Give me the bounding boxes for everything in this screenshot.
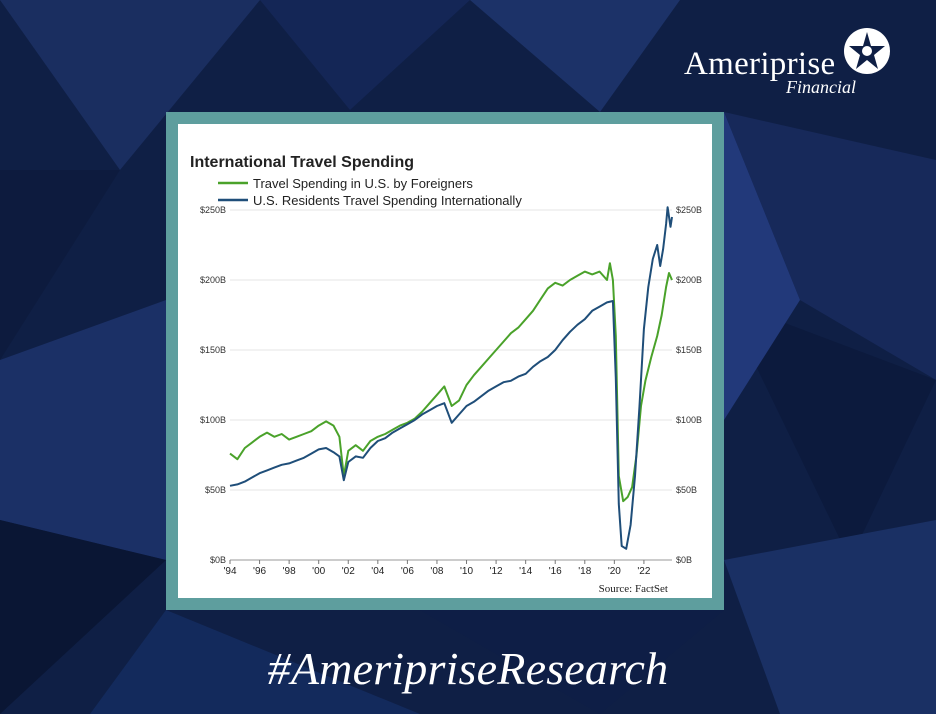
chart-frame: International Travel Spending Travel Spe…	[166, 112, 724, 610]
x-tick-label: '22	[637, 566, 650, 577]
y-tick-label-left: $100B	[200, 415, 226, 425]
brand-logo-block: Ameriprise Financial	[676, 24, 906, 104]
x-tick-label: '98	[283, 566, 296, 577]
brand-name: Ameriprise	[684, 46, 836, 82]
y-tick-label-right: $50B	[676, 485, 697, 495]
compass-star-icon	[844, 28, 890, 74]
y-axis-right: $0B $50B $100B $150B $200B $250B	[676, 205, 702, 565]
x-tick-label: '18	[578, 566, 591, 577]
y-tick-label-left: $250B	[200, 205, 226, 215]
x-tick-label: '06	[401, 566, 414, 577]
grid	[230, 209, 672, 561]
y-axis-left: $0B $50B $100B $150B $200B $250B	[200, 205, 226, 565]
y-tick-label-right: $100B	[676, 415, 702, 425]
x-tick-label: '12	[490, 566, 503, 577]
y-tick-label-left: $150B	[200, 345, 226, 355]
y-tick-label-left: $0B	[210, 555, 226, 565]
legend-label-residents: U.S. Residents Travel Spending Internati…	[253, 193, 522, 208]
y-tick-label-right: $200B	[676, 275, 702, 285]
x-tick-label: '16	[549, 566, 562, 577]
brand-subtitle: Financial	[786, 77, 856, 97]
series-layer	[229, 206, 673, 550]
x-axis: '94 '96 '98 '00 '02 '04 '06 '08 '10 '12 '14 '16 '18 '…	[223, 560, 651, 577]
chart-title: International Travel Spending	[190, 154, 414, 171]
series-line-residents	[229, 206, 673, 550]
series-line-foreigners	[229, 262, 673, 503]
x-tick-label: '94	[223, 566, 236, 577]
hashtag: #AmeripriseResearch	[267, 643, 669, 694]
x-tick-label: '04	[371, 566, 384, 577]
legend-label-foreigners: Travel Spending in U.S. by Foreigners	[253, 176, 473, 191]
x-tick-label: '10	[460, 566, 473, 577]
x-tick-label: '08	[430, 566, 443, 577]
x-tick-label: '02	[342, 566, 355, 577]
line-chart: International Travel Spending Travel Spe…	[190, 154, 702, 595]
y-tick-label-right: $150B	[676, 345, 702, 355]
x-tick-label: '96	[253, 566, 266, 577]
source-note: Source: FactSet	[599, 583, 668, 595]
legend: Travel Spending in U.S. by Foreigners U.…	[218, 176, 522, 208]
y-tick-label-left: $200B	[200, 275, 226, 285]
y-tick-label-left: $50B	[205, 485, 226, 495]
x-tick-label: '20	[608, 566, 621, 577]
x-tick-label: '00	[312, 566, 325, 577]
x-tick-label: '14	[519, 566, 532, 577]
chart-card: International Travel Spending Travel Spe…	[178, 124, 712, 598]
y-tick-label-right: $0B	[676, 555, 692, 565]
y-tick-label-right: $250B	[676, 205, 702, 215]
